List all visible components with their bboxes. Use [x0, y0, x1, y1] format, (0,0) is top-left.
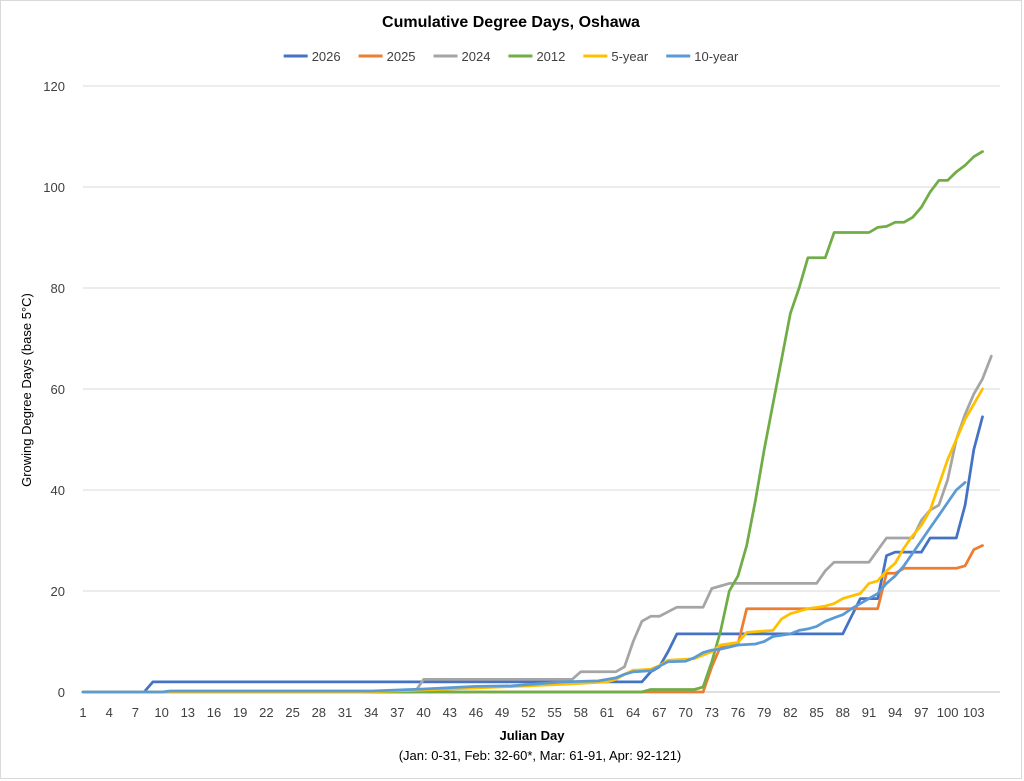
y-axis-ticks: 0 20 40 60 80 100 120 [43, 79, 65, 700]
x-tick-label: 10 [154, 705, 168, 720]
x-tick-label: 40 [416, 705, 430, 720]
x-tick-label: 4 [106, 705, 113, 720]
x-tick-label: 76 [731, 705, 745, 720]
y-tick-label: 80 [51, 281, 65, 296]
x-tick-label: 34 [364, 705, 378, 720]
x-tick-label: 22 [259, 705, 273, 720]
x-tick-label: 43 [443, 705, 457, 720]
x-tick-label: 28 [312, 705, 326, 720]
x-tick-label: 88 [836, 705, 850, 720]
y-tick-label: 100 [43, 180, 65, 195]
x-tick-label: 49 [495, 705, 509, 720]
legend-label: 2012 [536, 49, 565, 64]
x-tick-label: 94 [888, 705, 902, 720]
gridlines [83, 85, 1000, 592]
y-tick-label: 0 [58, 685, 65, 700]
series-line-2026 [81, 415, 984, 694]
x-tick-label: 70 [678, 705, 692, 720]
chart-title: Cumulative Degree Days, Oshawa [382, 14, 640, 31]
y-tick-label: 120 [43, 79, 65, 94]
y-tick-label: 60 [51, 382, 65, 397]
series-line-2024 [81, 354, 993, 694]
x-tick-label: 61 [600, 705, 614, 720]
x-tick-label: 82 [783, 705, 797, 720]
x-tick-label: 100 [937, 705, 959, 720]
y-tick-label: 40 [51, 483, 65, 498]
legend-item-5-year: 5-year [583, 49, 649, 64]
x-tick-label: 31 [338, 705, 352, 720]
x-tick-label: 25 [285, 705, 299, 720]
x-axis-note: (Jan: 0-31, Feb: 32-60*, Mar: 61-91, Apr… [399, 748, 682, 763]
legend-label: 5-year [611, 49, 649, 64]
x-tick-label: 85 [809, 705, 823, 720]
x-axis-ticks: 1 4 7 10 13 16 19 22 25 28 31 34 37 40 43 46 49 52 55 58 61 6… [79, 705, 984, 720]
x-tick-label: 79 [757, 705, 771, 720]
x-tick-label: 73 [705, 705, 719, 720]
legend-label: 10-year [694, 49, 739, 64]
series-line-2012 [81, 150, 984, 694]
legend-item-2025: 2025 [358, 49, 416, 64]
x-tick-label: 64 [626, 705, 640, 720]
x-tick-label: 46 [469, 705, 483, 720]
legend-item-2024: 2024 [433, 49, 491, 64]
x-axis-title: Julian Day [499, 728, 565, 743]
legend-item-2012: 2012 [508, 49, 565, 64]
series-line-10-year [81, 481, 967, 694]
legend-label: 2024 [462, 49, 491, 64]
legend-item-2026: 2026 [283, 49, 341, 64]
series-line-5-year [81, 387, 984, 694]
x-tick-label: 58 [574, 705, 588, 720]
x-tick-label: 103 [963, 705, 985, 720]
x-tick-label: 97 [914, 705, 928, 720]
x-tick-label: 67 [652, 705, 666, 720]
x-tick-label: 7 [132, 705, 139, 720]
series-line-2025 [81, 544, 984, 694]
legend-item-10-year: 10-year [666, 49, 739, 64]
x-tick-label: 16 [207, 705, 221, 720]
x-tick-label: 52 [521, 705, 535, 720]
legend-label: 2025 [387, 49, 416, 64]
x-tick-label: 91 [862, 705, 876, 720]
x-tick-label: 55 [547, 705, 561, 720]
x-tick-label: 1 [79, 705, 86, 720]
legend: 2026 2025 2024 2012 5-year 10-year [283, 49, 739, 64]
x-tick-label: 37 [390, 705, 404, 720]
x-tick-label: 19 [233, 705, 247, 720]
legend-label: 2026 [312, 49, 341, 64]
x-tick-label: 13 [181, 705, 195, 720]
y-axis-title: Growing Degree Days (base 5°C) [19, 293, 34, 487]
series-lines [81, 150, 993, 694]
y-tick-label: 20 [51, 584, 65, 599]
